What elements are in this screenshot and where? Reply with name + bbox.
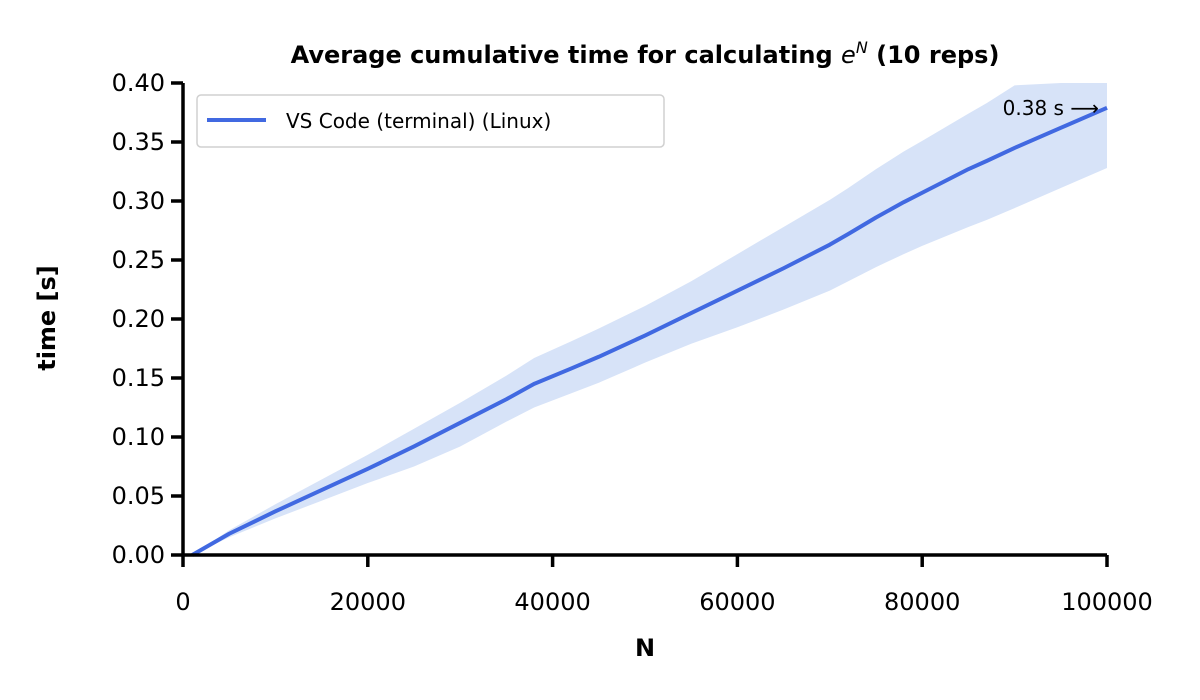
x-tick-label: 20000: [330, 588, 406, 616]
title-suffix: (10 reps): [868, 41, 1000, 69]
annotations: 0.38 s ⟶: [1003, 96, 1099, 120]
x-tick-label: 0: [175, 588, 190, 616]
x-tick-label: 60000: [699, 588, 775, 616]
y-tick-label: 0.30: [112, 187, 165, 215]
y-ticks: 0.00 0.05 0.10 0.15 0.20 0.25 0.30 0.35 0.40: [112, 69, 183, 569]
series-0-line: [191, 105, 1108, 557]
series-line-layer: [191, 105, 1108, 557]
title-prefix: Average cumulative time for calculating: [291, 41, 841, 69]
x-tick-label: 80000: [884, 588, 960, 616]
x-axis-title: N: [635, 634, 655, 662]
x-tick-label: 40000: [514, 588, 590, 616]
x-ticks: 0 20000 40000 60000 80000 100000: [175, 555, 1153, 616]
y-tick-label: 0.25: [112, 246, 165, 274]
title-math-base: e: [841, 41, 856, 69]
legend-label: VS Code (terminal) (Linux): [286, 109, 551, 133]
y-axis-title: time [s]: [33, 265, 61, 371]
y-tick-label: 0.20: [112, 305, 165, 333]
y-tick-label: 0.05: [112, 482, 165, 510]
confidence-band-layer: [192, 83, 1108, 555]
series-0-confidence-band: [192, 83, 1108, 555]
legend-box: [196, 94, 665, 148]
y-tick-label: 0.35: [112, 128, 165, 156]
y-tick-label: 0.00: [112, 541, 165, 569]
y-tick-label: 0.10: [112, 423, 165, 451]
chart-title: Average cumulative time for calculating …: [291, 38, 1000, 69]
y-tick-label: 0.40: [112, 69, 165, 97]
end-value-annotation: 0.38 s ⟶: [1003, 96, 1099, 120]
title-math-sup: N: [856, 38, 868, 57]
legend: VS Code (terminal) (Linux): [196, 94, 665, 148]
x-tick-label: 100000: [1061, 588, 1153, 616]
y-tick-label: 0.15: [112, 364, 165, 392]
